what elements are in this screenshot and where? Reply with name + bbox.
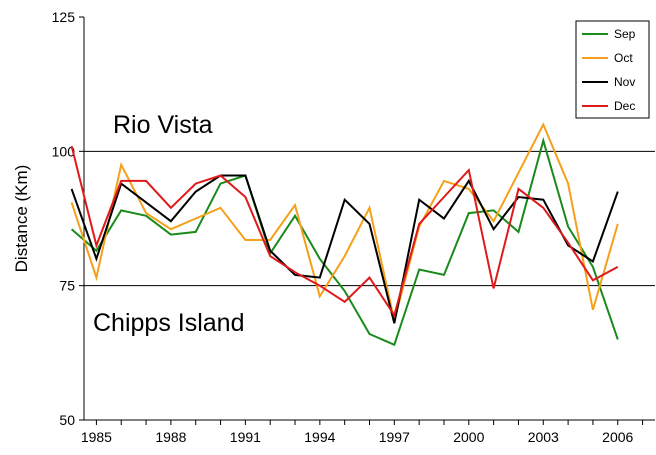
series-dec-line bbox=[70, 145, 619, 318]
annotation-chipps-island: Chipps Island bbox=[93, 309, 244, 337]
legend-label-oct: Oct bbox=[614, 51, 633, 65]
series-oct-line bbox=[70, 122, 619, 321]
y-tick-label: 100 bbox=[52, 143, 76, 159]
legend-label-dec: Dec bbox=[614, 99, 635, 113]
x-tick-label: 1988 bbox=[155, 429, 186, 445]
x-tick-label: 2006 bbox=[602, 429, 633, 445]
x-tick-label: 1997 bbox=[379, 429, 410, 445]
y-tick-label: 50 bbox=[59, 412, 75, 428]
series-nov-line bbox=[70, 174, 619, 324]
x-tick-label: 2003 bbox=[528, 429, 559, 445]
legend: Sep Oct Nov Dec bbox=[575, 20, 650, 119]
gridlines bbox=[84, 150, 655, 287]
series-sep-line bbox=[70, 136, 619, 347]
x-tick-label: 1985 bbox=[81, 429, 112, 445]
axes: 50 75 100 125 1985 1988 1991 1994 1997 2000 2003 20… bbox=[12, 9, 655, 445]
legend-label-nov: Nov bbox=[614, 75, 635, 89]
x-tick-label: 1991 bbox=[230, 429, 261, 445]
y-tick-label: 125 bbox=[52, 9, 76, 25]
legend-box bbox=[575, 20, 650, 119]
annotation-rio-vista: Rio Vista bbox=[113, 111, 213, 139]
y-axis-title: Distance (Km) bbox=[12, 165, 31, 273]
x-tick-label: 1994 bbox=[304, 429, 335, 445]
x-tick-label: 2000 bbox=[453, 429, 484, 445]
legend-label-sep: Sep bbox=[614, 27, 636, 41]
y-tick-label: 75 bbox=[59, 278, 75, 294]
data-series bbox=[70, 122, 619, 347]
annotations: Rio Vista Chipps Island bbox=[93, 111, 244, 337]
